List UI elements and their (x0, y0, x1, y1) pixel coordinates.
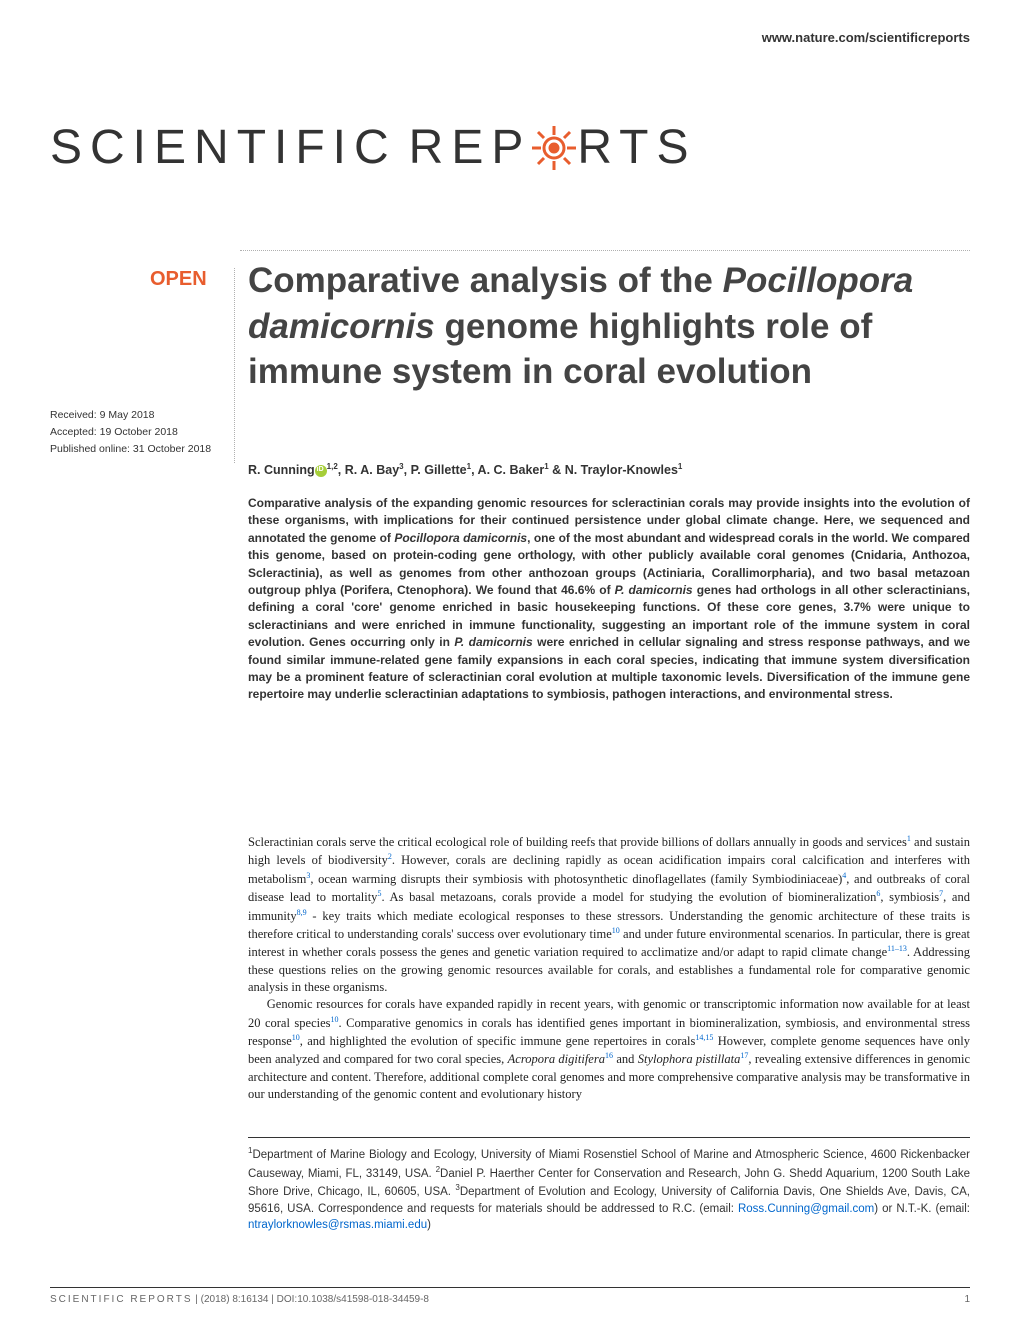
article-dates: Received: 9 May 2018 Accepted: 19 Octobe… (50, 407, 211, 457)
aff-t5: ) (427, 1219, 431, 1231)
dotted-divider-left (234, 268, 235, 463)
p2i2: Stylophora pistillata (638, 1053, 741, 1067)
ref-10c[interactable]: 10 (292, 1033, 300, 1042)
body-para-1: Scleractinian corals serve the critical … (248, 833, 970, 996)
author-3-aff: 1 (467, 462, 471, 471)
ref-10b[interactable]: 10 (331, 1015, 339, 1024)
author-5-aff: 1 (678, 462, 682, 471)
footer-left: SCIENTIFIC REPORTS | (2018) 8:16134 | DO… (50, 1294, 429, 1305)
affiliation-divider (248, 1137, 970, 1138)
abstract: Comparative analysis of the expanding ge… (248, 495, 970, 704)
aff-t4: ) or N.T.-K. (email: (874, 1203, 970, 1215)
author-1: R. Cunning (248, 463, 315, 477)
date-accepted: Accepted: 19 October 2018 (50, 424, 211, 441)
p2t3: , and highlighted the evolution of speci… (300, 1034, 696, 1048)
author-2-aff: 3 (399, 462, 403, 471)
footer-journal: SCIENTIFIC REPORTS (50, 1294, 193, 1305)
p2i1: Acropora digitifera (508, 1053, 605, 1067)
ref-8-9[interactable]: 8,9 (297, 908, 307, 917)
author-2: R. A. Bay (345, 463, 399, 477)
page-footer: SCIENTIFIC REPORTS | (2018) 8:16134 | DO… (50, 1287, 970, 1305)
article-title: Comparative analysis of the Pocillopora … (248, 258, 970, 395)
orcid-icon[interactable] (315, 465, 327, 477)
abstract-i2: P. damicornis (615, 583, 693, 597)
author-3: P. Gillette (411, 463, 467, 477)
open-access-badge: OPEN (150, 268, 207, 291)
body-text: Scleractinian corals serve the critical … (248, 833, 970, 1103)
p1t4: , ocean warming disrupts their symbiosis… (310, 872, 842, 886)
logo-text-middle: REP (409, 120, 532, 175)
ref-16[interactable]: 16 (605, 1051, 613, 1060)
footer-sep: | (193, 1294, 201, 1305)
abstract-i3: P. damicornis (454, 635, 532, 649)
email-link-1[interactable]: Ross.Cunning@gmail.com (738, 1203, 874, 1215)
date-received: Received: 9 May 2018 (50, 407, 211, 424)
author-4-aff: 1 (544, 462, 548, 471)
journal-logo: SCIENTIFIC REP RTS (50, 120, 697, 175)
author-4: A. C. Baker (478, 463, 545, 477)
ref-14-15[interactable]: 14,15 (695, 1033, 713, 1042)
p1t1: Scleractinian corals serve the critical … (248, 835, 907, 849)
p2t5: and (613, 1053, 638, 1067)
author-list: R. Cunning1,2, R. A. Bay3, P. Gillette1,… (248, 462, 970, 477)
logo-text-after: RTS (577, 120, 696, 175)
header-url[interactable]: www.nature.com/scientificreports (762, 30, 970, 45)
ref-11-13[interactable]: 11–13 (887, 944, 907, 953)
email-link-2[interactable]: ntraylorknowles@rsmas.miami.edu (248, 1219, 427, 1231)
footer-doi: | DOI:10.1038/s41598-018-34459-8 (271, 1294, 429, 1305)
logo-text-before: SCIENTIFIC (50, 120, 397, 175)
abstract-i1: Pocillopora damicornis (394, 531, 527, 545)
author-5: N. Traylor-Knowles (565, 463, 678, 477)
page-number: 1 (964, 1294, 970, 1305)
ref-10a[interactable]: 10 (612, 926, 620, 935)
author-1-aff: 1,2 (327, 462, 338, 471)
title-part1: Comparative analysis of the (248, 261, 723, 300)
dotted-divider-top (240, 250, 970, 251)
affiliations: 1Department of Marine Biology and Ecolog… (248, 1145, 970, 1234)
p1t6: . As basal metazoans, corals provide a m… (381, 890, 876, 904)
body-para-2: Genomic resources for corals have expand… (248, 996, 970, 1103)
p1t7: , symbiosis (880, 890, 939, 904)
gear-icon (529, 123, 579, 173)
date-published: Published online: 31 October 2018 (50, 441, 211, 458)
footer-year: (2018) 8:16134 (201, 1294, 272, 1305)
